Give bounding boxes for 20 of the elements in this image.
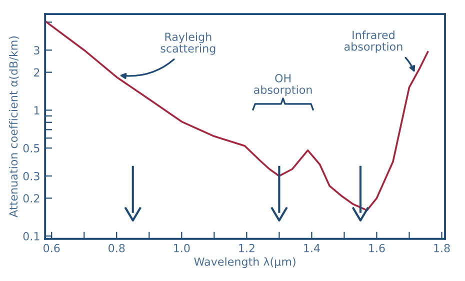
y-tick-label: 3 [34,46,40,54]
y-axis-title: Attenuation coefficient α(dB/km) [9,36,19,218]
y-tick-label: 2 [34,68,40,76]
x-tick-label: 0.8 [108,244,125,252]
x-tick-label: 1.6 [369,244,385,252]
x-tick-label: 1.2 [239,244,254,252]
annotation: Infrared absorption [344,30,402,53]
x-tick-label: 1.0 [174,244,190,252]
x-tick-label: 1.8 [434,244,450,252]
x-axis-title: Wavelength λ(μm) [194,257,296,268]
y-tick-label: 0.3 [23,172,40,180]
annotation: Rayleigh scattering [160,32,216,55]
x-tick-label: 1.4 [304,244,320,252]
x-tick-label: 0.6 [44,244,60,252]
y-tick-label: 1 [34,106,40,114]
y-tick-label: 0.1 [23,232,40,240]
line-series [45,20,429,212]
y-tick-label: 0.5 [23,144,40,152]
y-tick-label: 0.2 [23,194,40,203]
annotation: OH absorption [254,74,312,96]
